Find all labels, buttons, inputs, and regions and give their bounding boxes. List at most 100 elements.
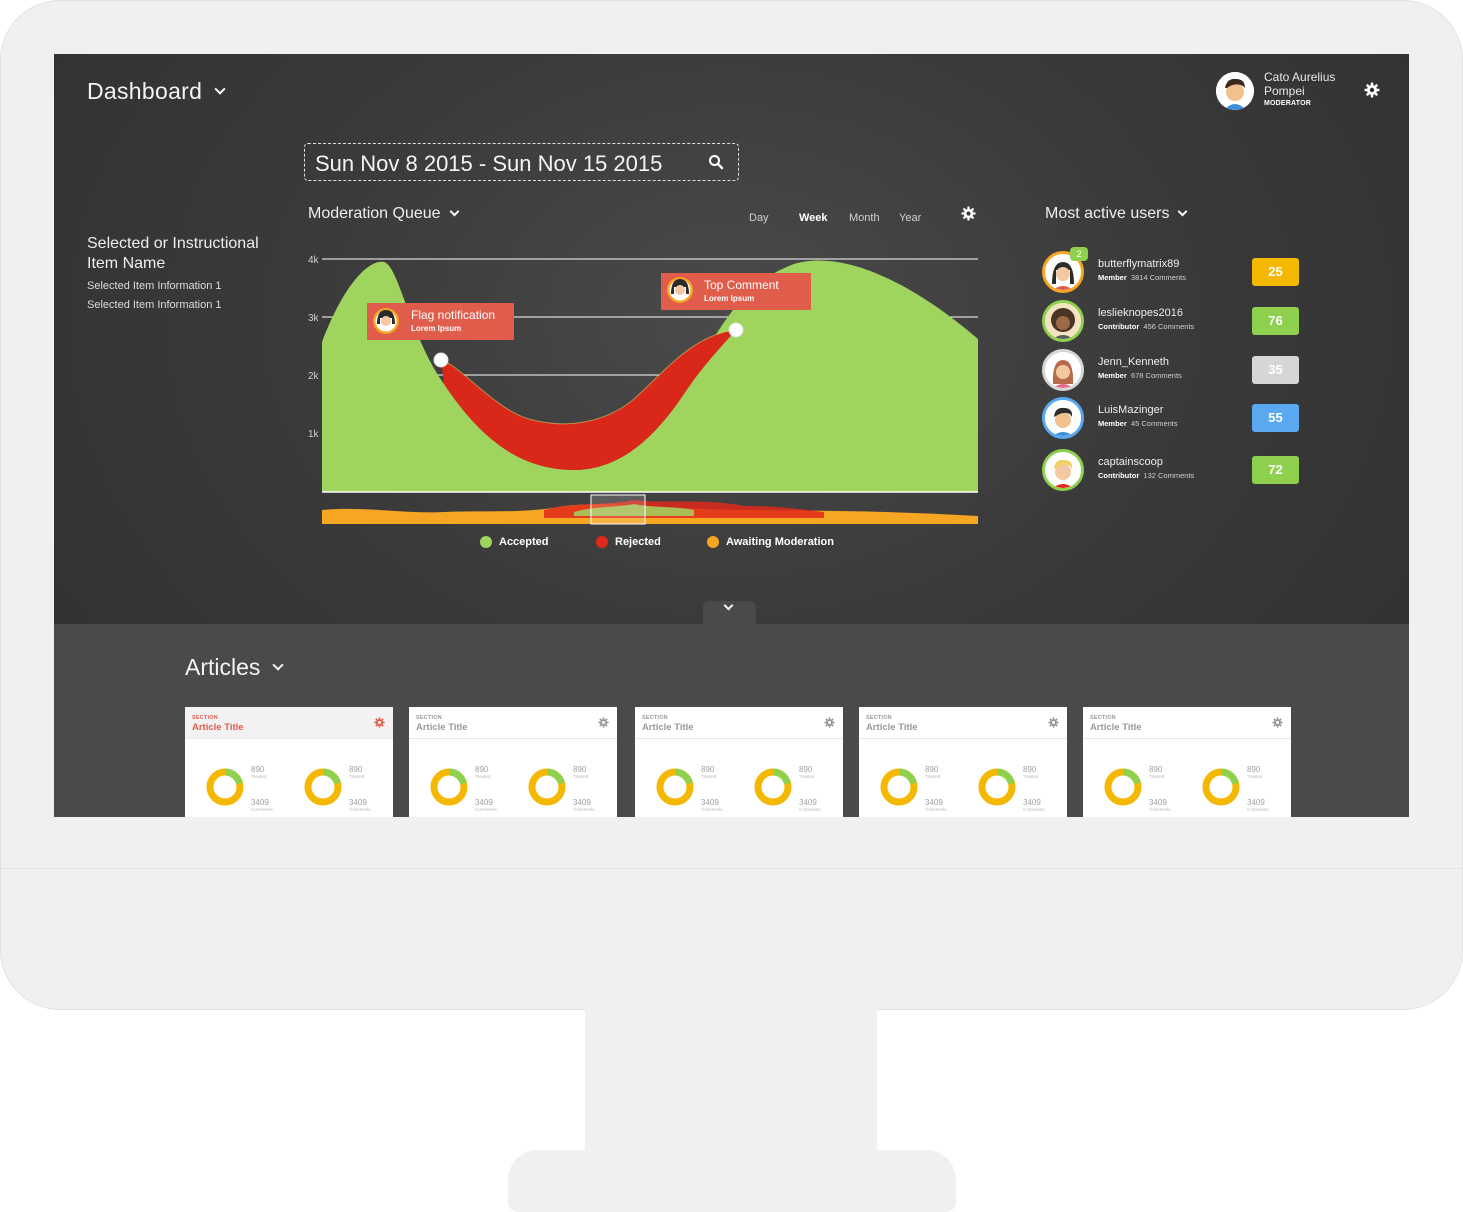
moderation-queue-menu[interactable]: Moderation Queue bbox=[308, 205, 459, 223]
moderation-queue-title: Moderation Queue bbox=[308, 205, 441, 222]
article-card[interactable]: SECTION Article Title 890 Treated 3409 Commen… bbox=[859, 707, 1067, 817]
article-card-header: SECTION Article Title bbox=[635, 707, 843, 739]
y-tick-label: 1k bbox=[308, 429, 320, 440]
y-tick-label: 4k bbox=[308, 255, 320, 266]
article-title: Article Title bbox=[866, 722, 918, 733]
article-stat-value: 3409 bbox=[349, 798, 367, 807]
active-user-row[interactable]: Jenn_Kenneth Member 678 Comments 35 bbox=[1042, 349, 1302, 393]
most-active-users-menu[interactable]: Most active users bbox=[1045, 205, 1188, 223]
article-stat-label: Comments bbox=[573, 807, 595, 812]
legend-item-awaiting[interactable]: Awaiting Moderation bbox=[707, 536, 834, 548]
chevron-down-icon bbox=[1178, 206, 1188, 217]
active-user-row[interactable]: leslieknopes2016 Contributor 456 Comment… bbox=[1042, 300, 1302, 344]
active-user-row[interactable]: LuisMazinger Member 45 Comments 55 bbox=[1042, 397, 1302, 441]
article-stat-value: 890 bbox=[799, 765, 813, 774]
active-user-name: LuisMazinger bbox=[1098, 404, 1164, 416]
selected-item-info: Selected Item Information 1 bbox=[87, 299, 222, 311]
article-card-header: SECTION Article Title bbox=[1083, 707, 1291, 739]
article-card-header: SECTION Article Title bbox=[859, 707, 1067, 739]
legend-item-accepted[interactable]: Accepted bbox=[480, 536, 549, 548]
monitor-base bbox=[508, 1150, 956, 1212]
article-stat-label: Treated bbox=[701, 774, 717, 779]
top-comment-callout[interactable]: Top Comment Lorem Ipsum bbox=[661, 273, 811, 310]
legend-label: Accepted bbox=[499, 536, 549, 548]
articles-title: Articles bbox=[185, 654, 261, 680]
chevron-down-icon bbox=[449, 206, 459, 217]
y-tick-label: 3k bbox=[308, 313, 320, 324]
tab-month[interactable]: Month bbox=[849, 212, 880, 224]
article-card-header: SECTION Article Title bbox=[185, 707, 393, 739]
article-section: SECTION bbox=[416, 715, 442, 721]
article-stat-value: 3409 bbox=[251, 798, 269, 807]
article-donut-chart bbox=[656, 768, 694, 806]
active-user-row[interactable]: 2 butterflymatrix89 Member 3814 Comments… bbox=[1042, 247, 1302, 295]
active-user-meta: Contributor 456 Comments bbox=[1098, 322, 1195, 331]
chevron-down-icon bbox=[272, 659, 285, 671]
tab-year[interactable]: Year bbox=[899, 212, 922, 224]
article-gear-icon[interactable] bbox=[824, 717, 835, 728]
dashboard-menu[interactable]: Dashboard bbox=[87, 78, 226, 105]
article-donut-chart bbox=[1202, 768, 1240, 806]
article-section: SECTION bbox=[866, 715, 892, 721]
chart-navigator[interactable] bbox=[322, 494, 978, 525]
article-stat-label: Treated bbox=[349, 774, 365, 779]
active-user-meta: Member 3814 Comments bbox=[1098, 273, 1186, 282]
article-stat-label: Treated bbox=[1247, 774, 1263, 779]
user-score-badge: 55 bbox=[1252, 404, 1299, 432]
article-stat-value: 3409 bbox=[1247, 798, 1265, 807]
tab-week[interactable]: Week bbox=[799, 212, 828, 224]
article-stat-value: 890 bbox=[349, 765, 363, 774]
article-card-header: SECTION Article Title bbox=[409, 707, 617, 739]
article-donut-chart bbox=[528, 768, 566, 806]
articles-menu[interactable]: Articles bbox=[185, 654, 285, 681]
article-stat-label: Treated bbox=[573, 774, 589, 779]
article-donut-chart bbox=[430, 768, 468, 806]
article-gear-icon[interactable] bbox=[1048, 717, 1059, 728]
legend-swatch bbox=[596, 536, 608, 548]
chart-marker[interactable] bbox=[433, 352, 449, 368]
article-gear-icon[interactable] bbox=[598, 717, 609, 728]
search-icon[interactable] bbox=[708, 154, 724, 170]
article-card[interactable]: SECTION Article Title 890 Treated 3409 Commen… bbox=[1083, 707, 1291, 817]
article-stat-value: 890 bbox=[251, 765, 265, 774]
article-title: Article Title bbox=[416, 722, 468, 733]
settings-gear-icon[interactable] bbox=[1364, 82, 1380, 98]
page-title: Dashboard bbox=[87, 78, 203, 104]
article-gear-icon[interactable] bbox=[1272, 717, 1283, 728]
legend-swatch bbox=[480, 536, 492, 548]
article-card[interactable]: SECTION Article Title 890 Treated 3409 Commen… bbox=[185, 707, 393, 817]
active-user-row[interactable]: captainscoop Contributor 132 Comments 72 bbox=[1042, 449, 1302, 493]
avatar bbox=[1042, 300, 1084, 342]
article-stat-label: Comments bbox=[1247, 807, 1269, 812]
article-gear-icon[interactable] bbox=[374, 717, 385, 728]
chart-marker[interactable] bbox=[728, 322, 744, 338]
avatar bbox=[1042, 449, 1084, 491]
avatar bbox=[1042, 397, 1084, 439]
callout-title: Flag notification bbox=[411, 308, 495, 322]
tab-day[interactable]: Day bbox=[749, 212, 769, 224]
callout-title: Top Comment bbox=[704, 278, 779, 292]
notification-badge: 2 bbox=[1070, 247, 1088, 261]
article-donut-chart bbox=[880, 768, 918, 806]
article-stat-value: 890 bbox=[701, 765, 715, 774]
user-profile[interactable]: Cato Aurelius Pompei MODERATOR bbox=[1216, 70, 1356, 110]
article-donut-chart bbox=[1104, 768, 1142, 806]
date-range-input[interactable]: Sun Nov 8 2015 - Sun Nov 15 2015 bbox=[304, 143, 739, 181]
avatar bbox=[1042, 349, 1084, 391]
article-stat-label: Treated bbox=[925, 774, 941, 779]
article-card[interactable]: SECTION Article Title 890 Treated 3409 Commen… bbox=[409, 707, 617, 817]
article-section: SECTION bbox=[1090, 715, 1116, 721]
user-score-badge: 35 bbox=[1252, 356, 1299, 384]
article-title: Article Title bbox=[192, 722, 244, 733]
article-card[interactable]: SECTION Article Title 890 Treated 3409 Commen… bbox=[635, 707, 843, 817]
article-stat-value: 890 bbox=[573, 765, 587, 774]
article-stat-value: 3409 bbox=[701, 798, 719, 807]
flag-notification-callout[interactable]: Flag notification Lorem Ipsum bbox=[367, 303, 514, 340]
monitor-stand bbox=[585, 1008, 877, 1158]
chart-settings-gear-icon[interactable] bbox=[961, 206, 976, 221]
legend-item-rejected[interactable]: Rejected bbox=[596, 536, 661, 548]
article-stat-label: Treated bbox=[1023, 774, 1039, 779]
expand-panel-button[interactable] bbox=[703, 600, 756, 625]
selected-item-info: Selected Item Information 1 bbox=[87, 280, 222, 292]
article-stat-label: Treated bbox=[799, 774, 815, 779]
